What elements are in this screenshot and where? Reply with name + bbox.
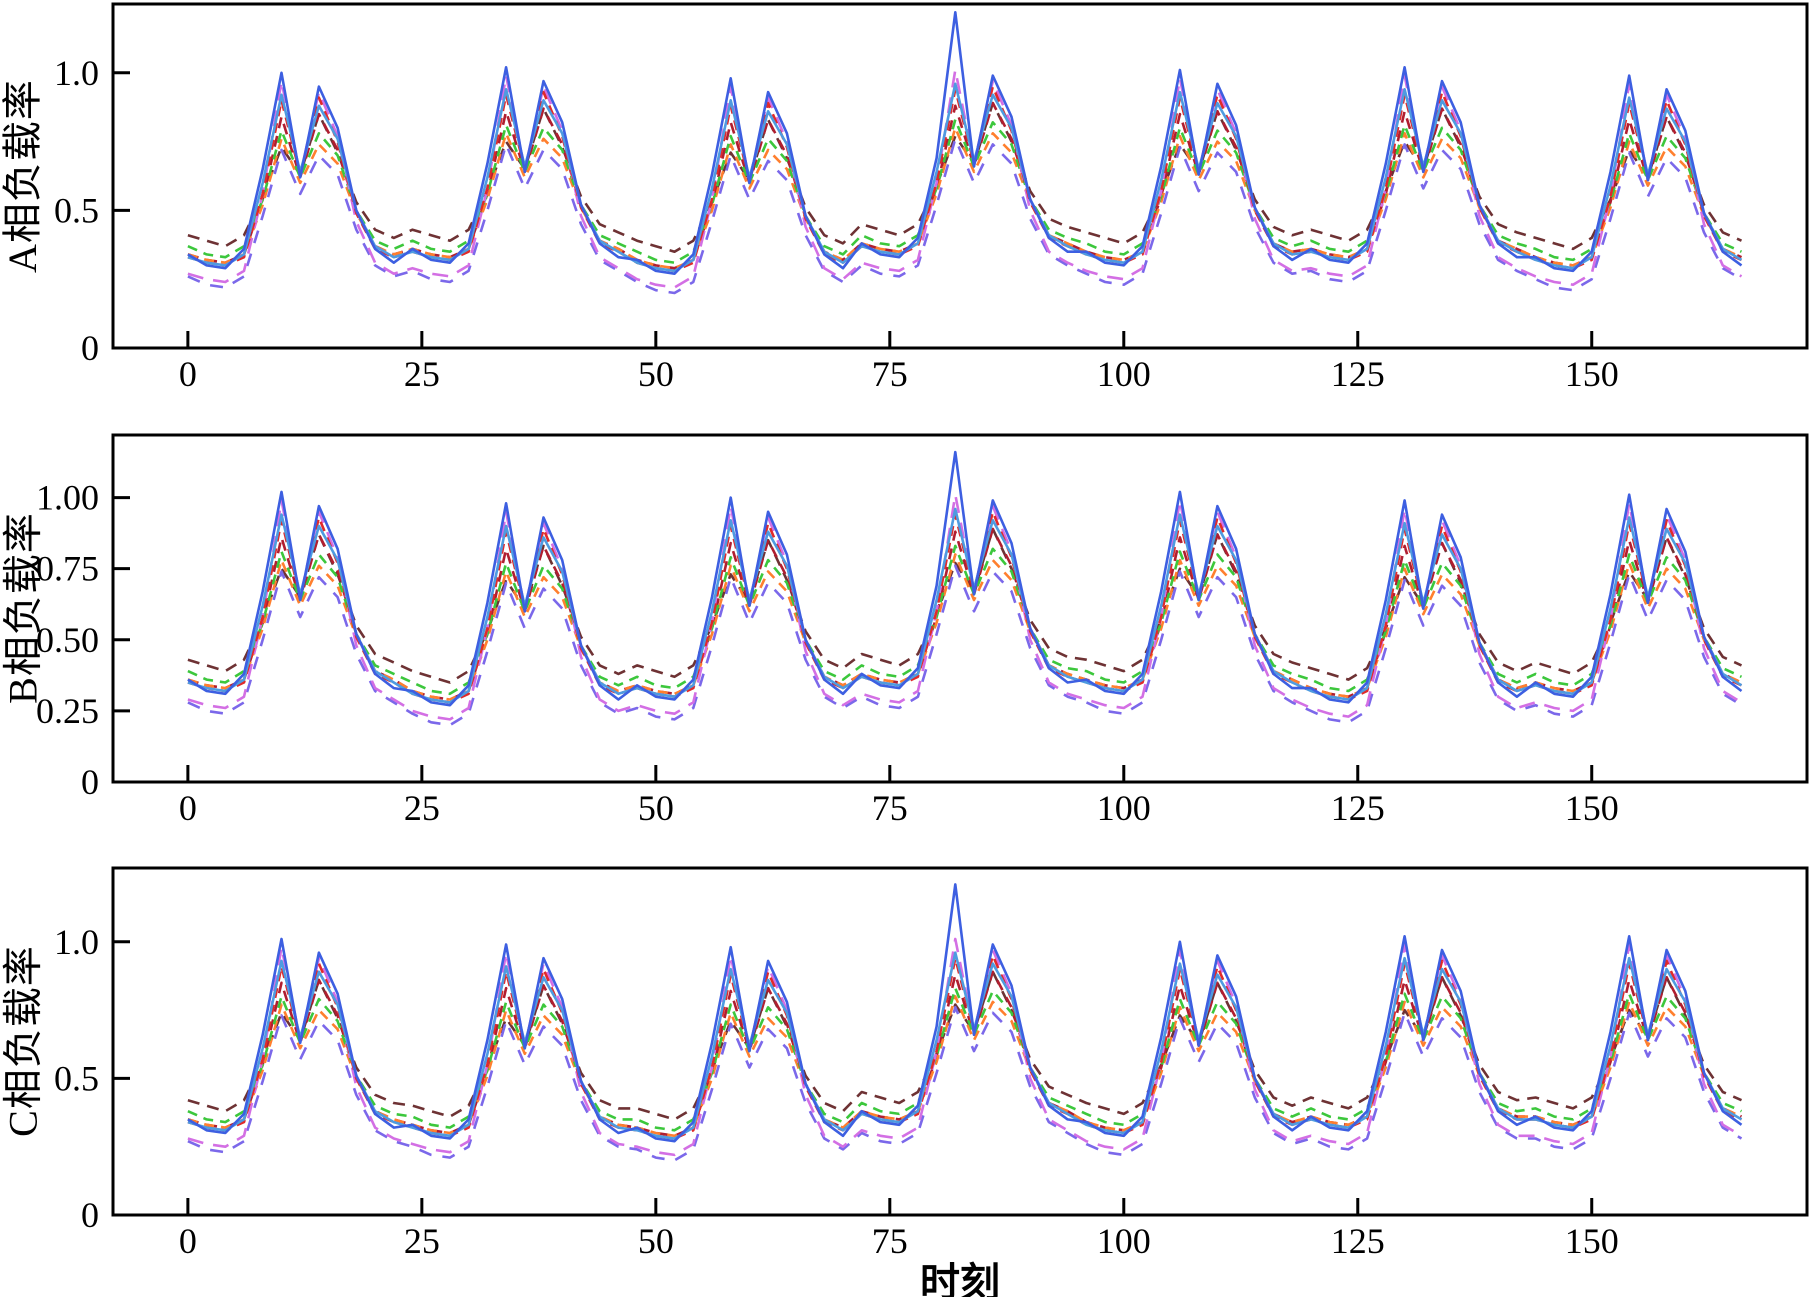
series-royal-blue-solid: [187, 883, 1743, 1143]
y-tick-label: 0: [81, 328, 99, 368]
x-tick-label: 50: [638, 354, 674, 394]
y-tick-label: 0.25: [36, 691, 99, 731]
x-tick-label: 25: [404, 788, 440, 828]
series-orange-dashed: [187, 995, 1743, 1138]
series-orange-dashed: [187, 553, 1743, 701]
x-tick-label: 25: [404, 354, 440, 394]
y-tick-label: 1.00: [36, 478, 99, 518]
x-tick-label: 50: [638, 1221, 674, 1261]
series-royal-blue-solid: [187, 450, 1743, 707]
series-light-blue-solid: [187, 951, 1743, 1140]
y-tick-label: 0.5: [54, 190, 99, 230]
series-violet-dashed: [187, 937, 1743, 1157]
series-dark-maroon-dashed: [187, 970, 1743, 1121]
subplot-phase-c: 0 0.5 1.0 0 25 50 75 100 125 150: [54, 866, 1809, 1261]
y-tick-label: 0: [81, 1195, 99, 1235]
x-tick-label: 25: [404, 1221, 440, 1261]
x-tick-label: 125: [1331, 1221, 1385, 1261]
y-tick-label: 0.75: [36, 549, 99, 589]
subplot-phase-b: 0 0.25 0.50 0.75 1.00 0 25 50 75 100 125 150: [36, 433, 1809, 828]
x-tick-label: 75: [872, 788, 908, 828]
series-royal-blue-solid: [187, 11, 1743, 276]
x-tick-label: 0: [179, 1221, 197, 1261]
series-slate-purple-dashed: [187, 564, 1743, 727]
x-tick-label: 125: [1331, 788, 1385, 828]
series-red-dashed: [187, 954, 1743, 1140]
series-violet-dashed: [187, 493, 1743, 721]
x-tick-label: 150: [1565, 788, 1619, 828]
x-tick-label: 100: [1097, 354, 1151, 394]
x-tick-label: 75: [872, 1221, 908, 1261]
y-tick-label: 0: [81, 762, 99, 802]
series-slate-purple-dashed: [187, 137, 1743, 295]
x-tick-label: 100: [1097, 1221, 1151, 1261]
x-tick-label: 0: [179, 788, 197, 828]
y-tick-label: 1.0: [54, 53, 99, 93]
subplot-phase-a: 0 0.5 1.0 0 25 50 75 100 125 150: [54, 2, 1809, 394]
y-tick-label: 0.50: [36, 620, 99, 660]
series-orange-dashed: [187, 126, 1743, 270]
x-tick-label: 125: [1331, 354, 1385, 394]
series-green-dashed: [187, 118, 1743, 265]
x-tick-label: 50: [638, 788, 674, 828]
y-tick-label: 0.5: [54, 1058, 99, 1098]
xlabel-time: 时刻: [920, 1260, 1000, 1297]
x-tick-label: 0: [179, 354, 197, 394]
y-tick-label: 1.0: [54, 922, 99, 962]
axes-frame: [111, 866, 1809, 1217]
series-violet-dashed: [187, 68, 1743, 289]
axes-frame: [111, 2, 1809, 350]
x-tick-label: 100: [1097, 788, 1151, 828]
x-tick-label: 150: [1565, 354, 1619, 394]
x-tick-label: 150: [1565, 1221, 1619, 1261]
axes-frame: [111, 433, 1809, 784]
series-green-dashed: [187, 544, 1743, 696]
x-tick-label: 75: [872, 354, 908, 394]
series-slate-purple-dashed: [187, 1006, 1743, 1162]
series-dark-maroon-dashed: [187, 527, 1743, 684]
